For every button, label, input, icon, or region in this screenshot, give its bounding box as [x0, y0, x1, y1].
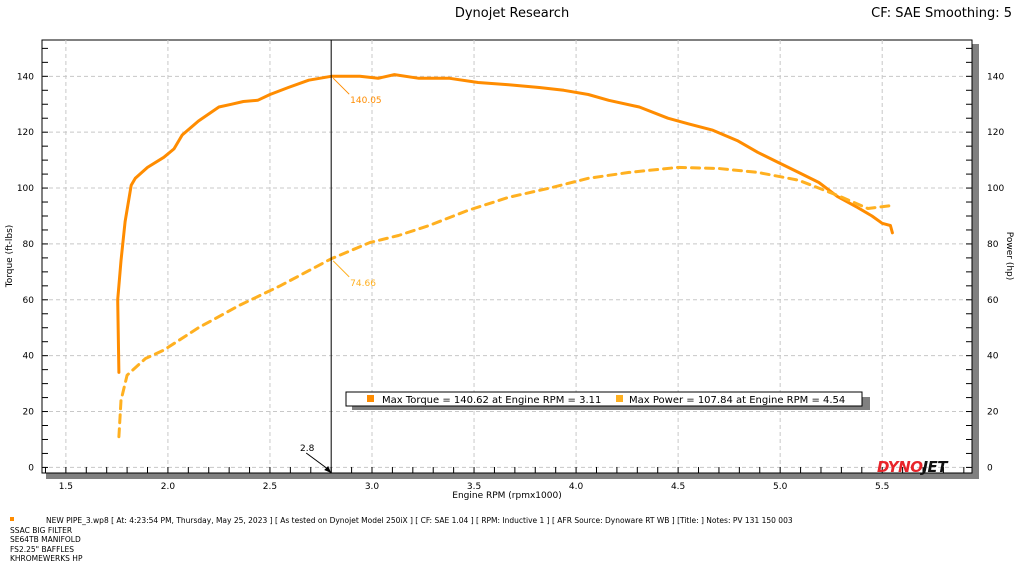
x-tick-label: 4.0 [569, 482, 584, 492]
cursor-x-label: 2.8 [300, 444, 315, 454]
power-callout-value: 74.66 [350, 279, 376, 289]
torque-callout-line [332, 77, 350, 95]
y-tick-label: 120 [17, 128, 34, 138]
legend-torque-text: Max Torque = 140.62 at Engine RPM = 3.11 [382, 395, 601, 406]
axis-shadow-right [972, 44, 979, 479]
y-tick-label: 80 [23, 240, 35, 250]
y-tick-label: 20 [23, 408, 35, 418]
y-tick-label: 0 [28, 463, 34, 473]
legend-box [345, 391, 863, 407]
note-line: FS2.25" BAFFLES [10, 544, 75, 554]
legend-power-text: Max Power = 107.84 at Engine RPM = 4.54 [629, 395, 845, 406]
y2-tick-label: 100 [987, 184, 1004, 194]
y-tick-label: 140 [17, 72, 34, 82]
x-tick-label: 5.0 [773, 482, 788, 492]
chart-title: Dynojet Research [454, 6, 570, 21]
y2-tick-label: 40 [987, 352, 999, 362]
x-axis-label: Engine RPM (rpmx1000) [452, 491, 561, 501]
legend-torque-swatch [367, 395, 374, 402]
cursor-group: 2.8 140.05 74.66 [300, 40, 382, 473]
axis-shadow-bottom [46, 473, 979, 479]
cursor-arrow [305, 452, 330, 471]
y-tick-label: 60 [23, 296, 35, 306]
y2-tick-label: 60 [987, 296, 999, 306]
correction-factor-label: CF: SAE Smoothing: 5 [871, 6, 1012, 21]
dynojet-logo: DYNOJET [877, 458, 949, 476]
y2-tick-label: 140 [987, 72, 1004, 82]
x-tick-label: 2.0 [161, 482, 176, 492]
x-tick-label: 5.5 [875, 482, 889, 492]
y2-axis-label: Power (hp) [1004, 232, 1014, 281]
x-tick-label: 1.5 [59, 482, 73, 492]
power-line [117, 165, 894, 439]
y2-tick-label: 120 [987, 128, 1004, 138]
x-tick-label: 3.5 [467, 482, 481, 492]
run-color-swatch [10, 517, 14, 521]
x-tick-label: 4.5 [671, 482, 685, 492]
series-group [116, 73, 894, 439]
x-tick-label: 3.0 [365, 482, 380, 492]
note-line: KHROMEWERKS HP [10, 554, 83, 564]
y2-tick-label: 80 [987, 240, 999, 250]
y-tick-label: 100 [17, 184, 34, 194]
cursor-arrowhead [324, 466, 332, 473]
note-line: SE64TB MANIFOLD [10, 535, 81, 545]
note-line: SSAC BIG FILTER [10, 525, 73, 535]
torque-callout-value: 140.05 [350, 96, 382, 106]
ticks: 1.5 2.0 2.5 3.0 3.5 4.0 4.5 5.0 5.5 0 0 20 20 40 40 60 6… [17, 47, 1004, 492]
y2-tick-label: 0 [987, 463, 993, 473]
x-tick-label: 2.5 [263, 482, 277, 492]
y2-tick-label: 20 [987, 408, 999, 418]
legend-power-swatch [616, 395, 623, 402]
run-line: NEW PIPE_3.wp8 [ At: 4:23:54 PM, Thursda… [46, 516, 793, 525]
power-callout-line [332, 260, 350, 278]
torque-line [116, 73, 894, 374]
y-tick-label: 40 [23, 352, 35, 362]
run-info: NEW PIPE_3.wp8 [ At: 4:23:54 PM, Thursda… [10, 516, 793, 564]
y-axis-label: Torque (ft-lbs) [5, 225, 15, 289]
